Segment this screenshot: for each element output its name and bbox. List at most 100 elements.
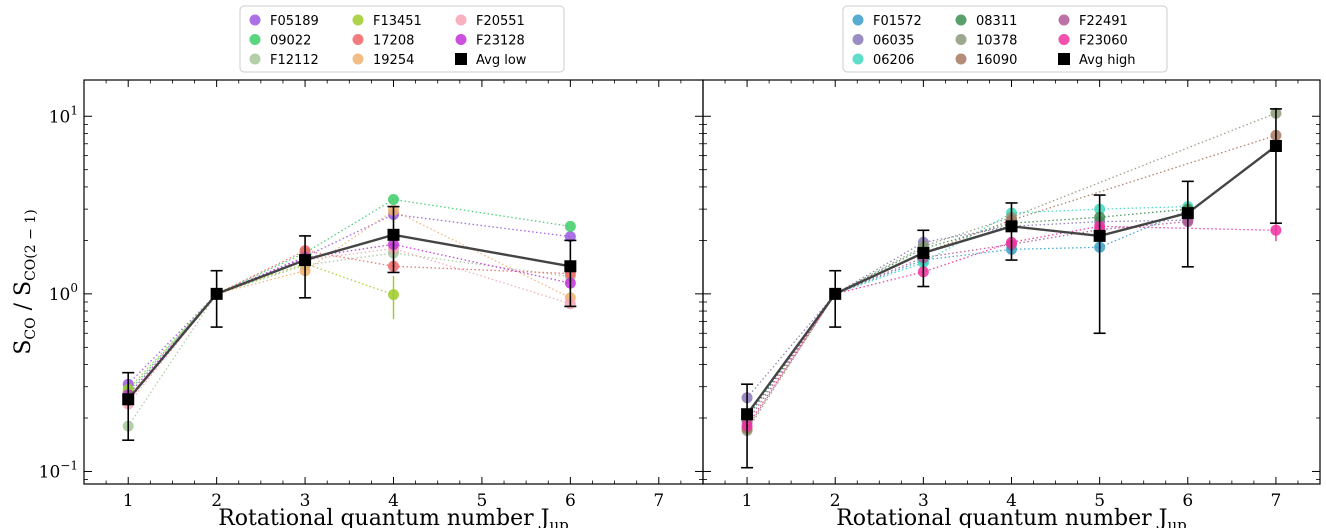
legend-label: 16090 <box>976 53 1017 68</box>
legend-label: F13451 <box>373 14 422 29</box>
data-point <box>122 393 135 406</box>
series-line <box>127 209 571 399</box>
legend-right: F01572 06035 06206 08311 10378 16090 F22491 F23… <box>842 5 1168 73</box>
legend-marker <box>352 34 364 45</box>
x-tick-label: 6 <box>1182 491 1193 511</box>
legend-item: 19254 <box>352 53 414 68</box>
data-point <box>1005 220 1018 233</box>
series-09022 <box>122 193 576 398</box>
legend-item: 09022 <box>249 34 311 49</box>
legend-label: 10378 <box>976 34 1017 49</box>
legend-label: 17208 <box>373 34 414 49</box>
legend-item: F23060 <box>1058 34 1128 49</box>
legend-label: F05189 <box>270 14 319 29</box>
legend-marker <box>455 34 467 45</box>
x-tick-label: 3 <box>918 491 929 511</box>
series-f22491 <box>741 216 1194 428</box>
legend-label: 06206 <box>873 53 914 68</box>
legend-label: F23128 <box>476 34 525 49</box>
series-06035 <box>741 214 1194 404</box>
legend-marker <box>852 34 864 45</box>
legend-label: 19254 <box>373 53 414 68</box>
legend-item: 06206 <box>852 53 914 68</box>
legend-label: F22491 <box>1079 14 1128 29</box>
legend-marker <box>955 53 967 65</box>
series-line <box>127 252 571 427</box>
legend-label: F23060 <box>1079 34 1128 49</box>
right-panel: 1 2 3 4 5 6 7 Rotational quantum number Jup <box>702 79 1321 528</box>
legend-marker <box>1058 53 1070 65</box>
data-point <box>1093 229 1106 242</box>
legend-label: Avg low <box>476 53 527 68</box>
legend-item: 06035 <box>852 34 914 49</box>
y-tick-label: 10−1 <box>39 458 78 482</box>
legend-item: 17208 <box>352 34 414 49</box>
data-point <box>829 287 842 300</box>
series-line <box>127 247 571 405</box>
legend-marker <box>1058 34 1070 45</box>
series-avg-high <box>741 108 1282 469</box>
x-axis-label: Rotational quantum number Jup <box>218 506 569 528</box>
series-line <box>127 262 394 390</box>
legend-item: 08311 <box>955 14 1017 29</box>
series-10378 <box>741 107 1282 437</box>
series-19254 <box>122 204 576 404</box>
legend-item: F23128 <box>455 34 525 49</box>
legend-label: Avg high <box>1079 53 1136 68</box>
series-16090 <box>741 129 1282 434</box>
legend-marker <box>249 14 261 26</box>
legend-marker <box>455 14 467 26</box>
series-line <box>746 205 1188 415</box>
series-line <box>746 112 1277 431</box>
legend-item: 10378 <box>955 34 1017 49</box>
legend-marker <box>249 53 261 65</box>
series-line <box>746 134 1277 429</box>
legend-box <box>842 5 1168 73</box>
x-tick-label: 1 <box>123 491 134 511</box>
series-line <box>746 145 1277 415</box>
legend-item: F13451 <box>352 14 422 29</box>
y-tick-label: 100 <box>49 281 78 305</box>
x-tick-label: 7 <box>1271 491 1282 511</box>
legend-label: F12112 <box>270 53 319 68</box>
legend-label: F20551 <box>476 14 525 29</box>
legend-marker <box>955 34 967 45</box>
series-line <box>127 250 571 402</box>
y-tick-label: 101 <box>49 103 78 127</box>
series-f23128 <box>122 238 576 401</box>
legend-item: 16090 <box>955 53 1017 68</box>
x-tick-label: 5 <box>1094 491 1105 511</box>
series-f05189 <box>122 208 576 390</box>
legend-marker <box>455 53 467 65</box>
x-tick-label: 1 <box>742 491 753 511</box>
legend-item: F01572 <box>852 14 922 29</box>
series-avg-low <box>122 205 577 441</box>
y-axis-label-text: SCO / SCO(2 − 1) <box>11 209 39 354</box>
axes-frame <box>702 79 1321 485</box>
data-point <box>387 228 400 241</box>
x-tick-label: 2 <box>830 491 841 511</box>
data-point <box>388 193 399 205</box>
legend-item: Avg high <box>1058 53 1136 68</box>
data-point <box>1181 207 1194 220</box>
legend-box <box>239 5 565 73</box>
legend-label: 08311 <box>976 14 1017 29</box>
x-tick-label: 7 <box>653 491 664 511</box>
series-line <box>746 221 1188 423</box>
data-point <box>1269 140 1282 153</box>
legend-label: F01572 <box>873 14 922 29</box>
series-f13451 <box>122 257 399 398</box>
y-axis-label: SCO / SCO(2 − 1) <box>11 209 39 354</box>
data-point <box>1270 224 1282 236</box>
data-point <box>564 260 577 273</box>
series-line <box>746 219 1188 399</box>
left-panel: 1 2 3 4 5 6 7 101 100 10−1 Rotational quantum numb… <box>39 79 704 528</box>
data-point <box>741 408 754 421</box>
x-tick-label: 4 <box>1006 491 1017 511</box>
legend-item: F20551 <box>455 14 525 29</box>
series-line <box>746 209 1189 419</box>
legend-marker <box>852 53 864 65</box>
legend-marker <box>852 14 864 26</box>
data-point <box>388 289 399 301</box>
legend-marker <box>1058 14 1070 26</box>
